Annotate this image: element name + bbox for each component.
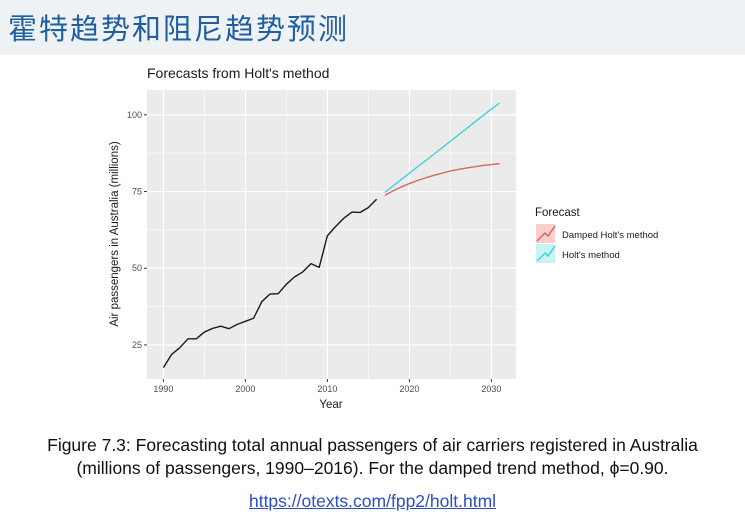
y-tick-label: 50 — [132, 263, 142, 273]
chart-title: Forecasts from Holt's method — [147, 65, 329, 81]
x-tick-label: 2000 — [235, 384, 255, 394]
title-band — [0, 0, 745, 55]
source-link[interactable]: https://otexts.com/fpp2/holt.html — [248, 491, 497, 511]
legend: Forecast Damped Holt's method Holt's met… — [535, 207, 658, 263]
legend-line-damped-icon — [536, 225, 556, 242]
x-axis: 1990 2000 2010 2020 2030 — [153, 379, 501, 394]
major-gridlines — [147, 90, 516, 379]
minor-gridlines — [147, 90, 516, 379]
y-tick-label: 75 — [132, 187, 142, 197]
series-layer — [162, 102, 501, 369]
legend-title: Forecast — [535, 207, 581, 219]
slide-title: 霍特趋势和阻尼趋势预测 — [8, 12, 350, 46]
legend-label-holt: Holt's method — [562, 250, 620, 261]
legend-item-holt: Holt's method — [536, 244, 620, 263]
legend-item-damped: Damped Holt's method — [536, 224, 658, 243]
x-tick-label: 2020 — [399, 384, 419, 394]
y-axis: 25 50 75 100 — [127, 110, 147, 350]
x-axis-label: Year — [319, 399, 342, 411]
figure-caption-line-1: Figure 7.3: Forecasting total annual pas… — [47, 435, 698, 455]
legend-line-holt-icon — [536, 245, 556, 262]
figure-caption-line-2: (millions of passengers, 1990–2016). For… — [76, 458, 669, 478]
forecast-chart: Forecasts from Holt's method 1990 2000 201… — [109, 65, 658, 411]
x-tick-label: 2010 — [317, 384, 337, 394]
source-link-row: https://otexts.com/fpp2/holt.html — [0, 491, 745, 512]
y-tick-label: 25 — [132, 340, 142, 350]
x-tick-label: 1990 — [153, 384, 173, 394]
y-axis-label: Air passengers in Australia (millions) — [109, 141, 121, 327]
legend-label-damped: Damped Holt's method — [562, 230, 658, 241]
x-tick-label: 2030 — [481, 384, 501, 394]
y-tick-label: 100 — [127, 110, 142, 120]
